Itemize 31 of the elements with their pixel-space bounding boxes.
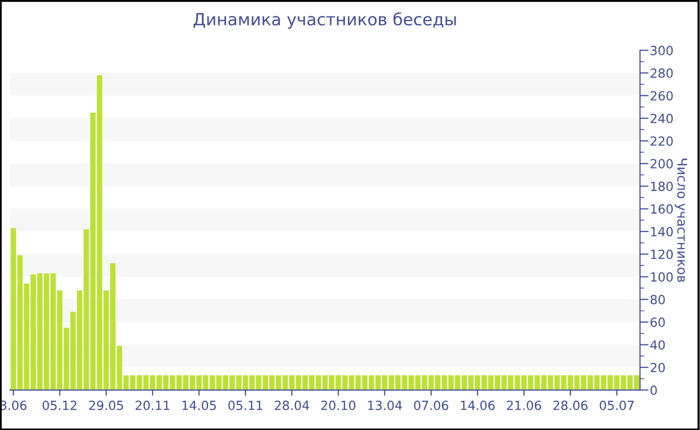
y-tick-label: 180: [651, 182, 673, 192]
y-tick-label: 280: [650, 68, 673, 78]
y-tick-label: 40: [650, 340, 665, 350]
y-tick-label: 300: [650, 46, 673, 56]
x-tick-label: 20.10: [321, 400, 356, 410]
x-tick-label: 14.05: [182, 400, 216, 410]
y-axis-title: Число участников: [674, 158, 688, 282]
x-tick-label: 21.06: [506, 400, 542, 410]
x-tick-label: 28.04: [274, 400, 310, 410]
y-tick-label: 120: [651, 250, 673, 260]
x-tick-label: 05.07: [600, 400, 634, 410]
y-tick-label: 220: [650, 136, 673, 146]
y-tick-label: 260: [650, 91, 673, 101]
y-tick-label: 100: [651, 272, 673, 282]
y-tick-label: 20: [650, 362, 665, 372]
y-tick-label: 60: [650, 318, 665, 327]
chart-title: Динамика участников беседы: [194, 12, 456, 29]
y-tick-label: 240: [650, 114, 673, 124]
y-tick-label: 80: [650, 294, 665, 304]
y-tick-label: 200: [650, 159, 673, 168]
x-tick-label: 05.11: [228, 400, 262, 410]
x-tick-label: 28.06: [553, 400, 588, 410]
x-tick-label: 14.06: [461, 400, 495, 410]
x-tick-label: 29.05: [89, 400, 123, 410]
x-tick-label: 05.12: [42, 400, 76, 410]
y-tick-label: 160: [651, 204, 673, 214]
x-tick-label: 20.11: [136, 400, 170, 410]
x-tick-label: 07.06: [414, 400, 448, 410]
x-tick-label: 13.04: [368, 400, 402, 410]
y-tick-label: 0: [650, 385, 657, 395]
y-tick-label: 140: [651, 226, 673, 236]
